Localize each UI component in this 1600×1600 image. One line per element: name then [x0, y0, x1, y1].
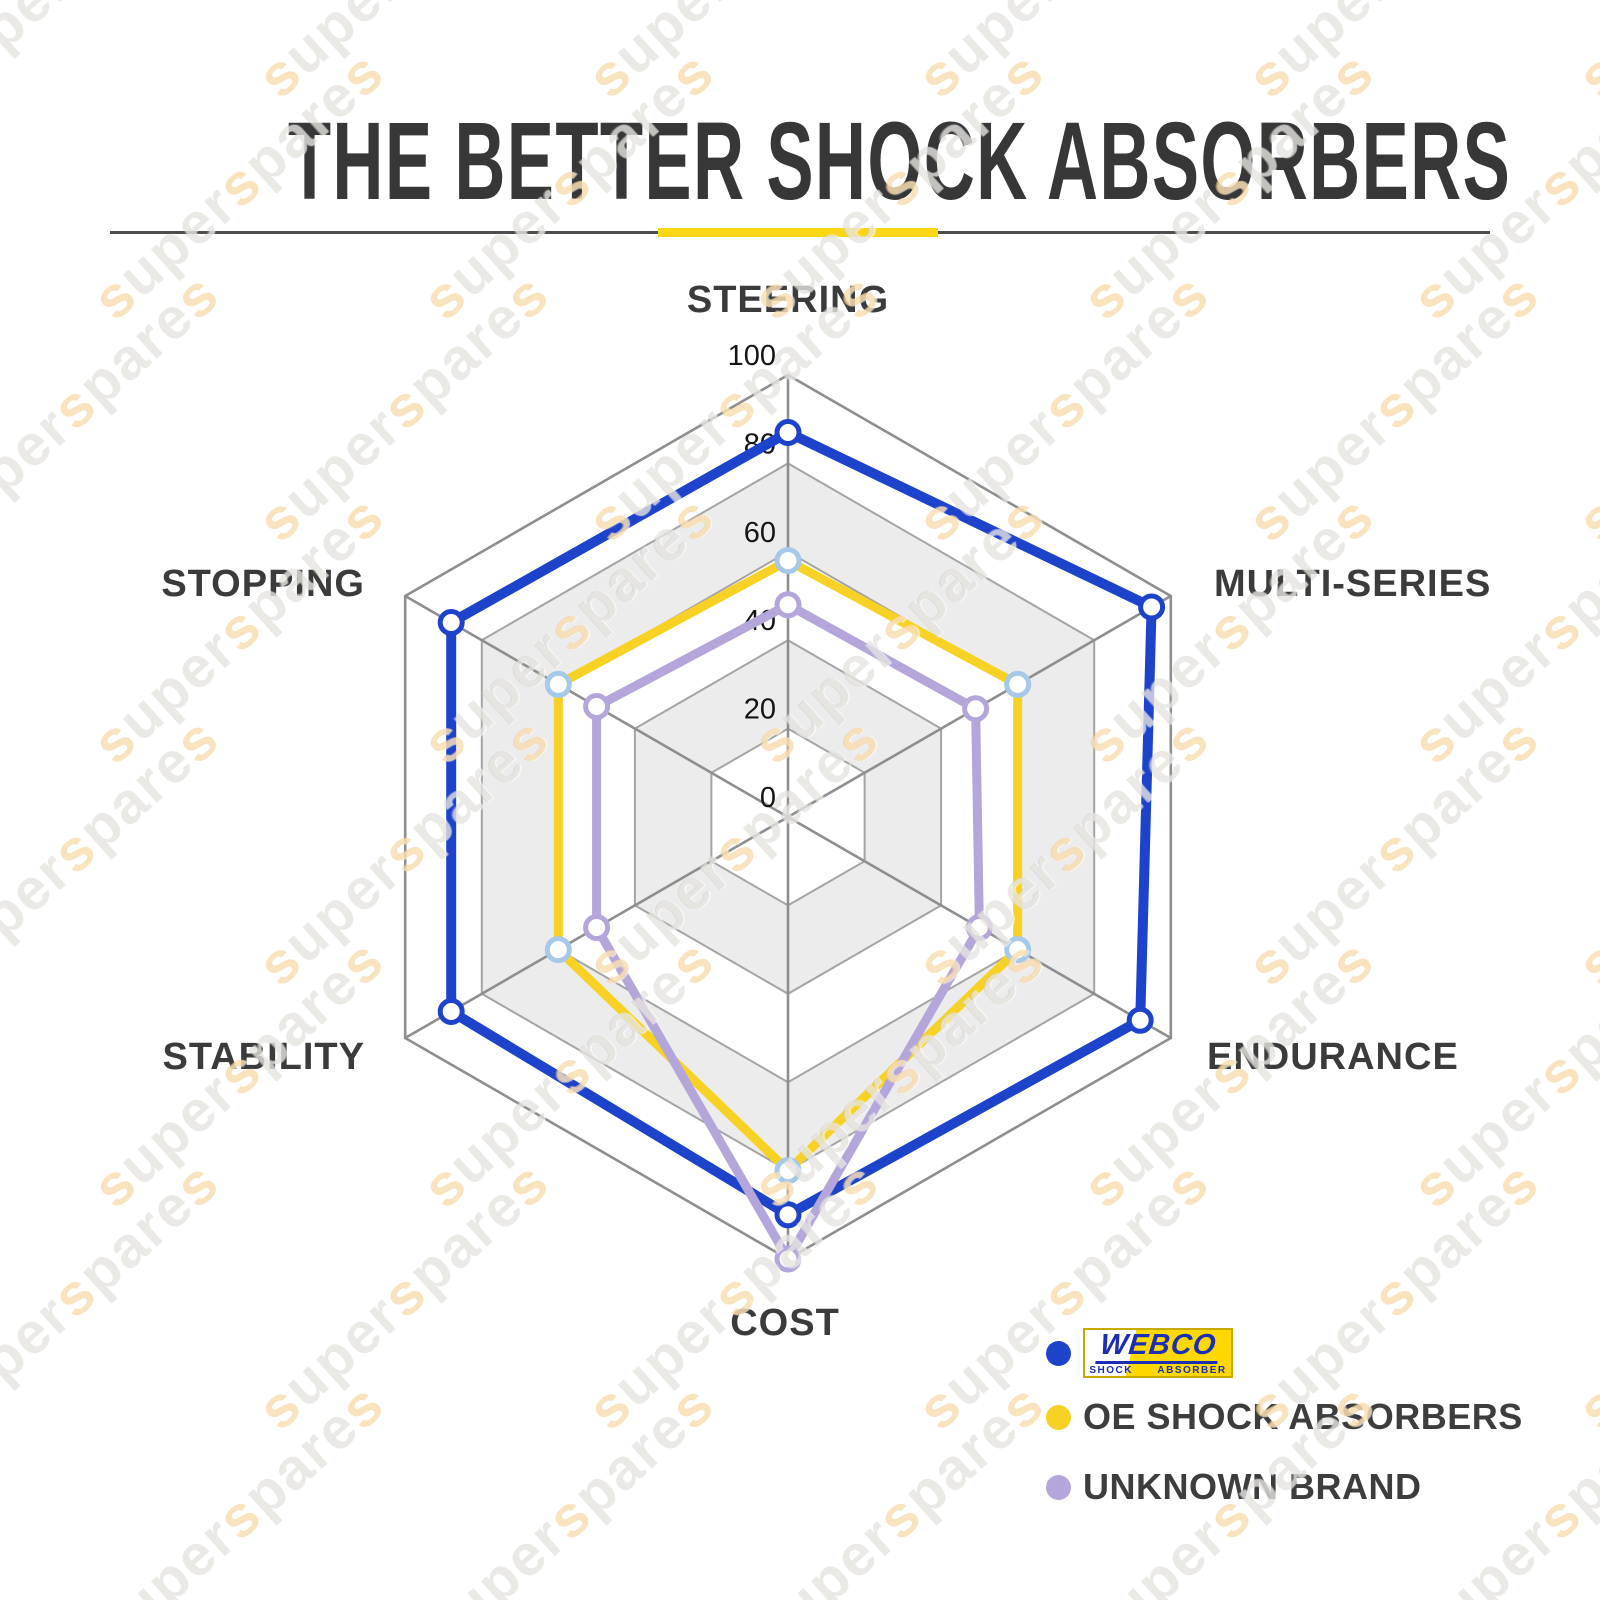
- radar-data-point: [962, 695, 990, 723]
- radar-data-point: [774, 419, 802, 446]
- title-divider-accent: [658, 228, 938, 237]
- webco-logo-sub-right: ABSORBER: [1157, 1364, 1227, 1376]
- axis-label-stopping: STOPPING: [161, 563, 365, 605]
- webco-logo-sub-left: SHOCK: [1089, 1364, 1133, 1376]
- radar-data-point: [1004, 670, 1032, 698]
- radar-data-point: [774, 547, 802, 575]
- page-title: THE BETTER SHOCK ABSORBERS: [0, 101, 1600, 224]
- radar-data-point: [965, 914, 993, 941]
- webco-logo-wordmark: WEBCO: [1095, 1329, 1221, 1364]
- radar-series-webco: [437, 419, 1166, 1229]
- radar-series-oe: [544, 547, 1032, 1185]
- radar-data-point: [774, 1157, 802, 1185]
- legend-item-webco: WEBCO SHOCK ABSORBER: [1046, 1328, 1523, 1378]
- radar-data-point: [437, 609, 465, 636]
- radar-data-point: [544, 670, 572, 698]
- axis-label-endurance: ENDURANCE: [1207, 1036, 1459, 1078]
- radar-data-point: [774, 1201, 802, 1229]
- legend-dot-oe: [1046, 1404, 1071, 1430]
- radar-data-point: [774, 591, 802, 619]
- legend-label-unknown: UNKNOWN BRAND: [1083, 1466, 1422, 1507]
- radar-data-point: [1138, 593, 1166, 621]
- radar-tick-label: 0: [760, 782, 776, 814]
- page-title-text: THE BETTER SHOCK ABSORBERS: [287, 100, 1512, 224]
- radar-axis-labels: STEERING MULTI-SERIES ENDURANCE COST STABILI…: [161, 279, 1491, 1344]
- radar-data-point: [1004, 936, 1032, 964]
- radar-series-unknown: [583, 591, 993, 1273]
- radar-data-point: [583, 914, 611, 941]
- legend-dot-webco: [1046, 1340, 1071, 1366]
- legend-label-oe: OE SHOCK ABSORBERS: [1083, 1396, 1523, 1437]
- legend: WEBCO SHOCK ABSORBER OE SHOCK ABSORBERS …: [1046, 1328, 1523, 1508]
- webco-logo-subtitle: SHOCK ABSORBER: [1089, 1364, 1227, 1376]
- legend-item-unknown: UNKNOWN BRAND: [1046, 1466, 1523, 1508]
- webco-logo: WEBCO SHOCK ABSORBER: [1083, 1328, 1233, 1378]
- legend-item-oe: OE SHOCK ABSORBERS: [1046, 1396, 1523, 1438]
- radar-tick-label: 20: [744, 694, 776, 726]
- radar-data-point: [1126, 1006, 1154, 1034]
- radar-tick-label: 60: [744, 517, 776, 549]
- radar-grid: [403, 373, 1173, 1261]
- axis-label-steering: STEERING: [687, 279, 889, 321]
- radar-tick-label: 100: [728, 340, 776, 372]
- legend-dot-unknown: [1046, 1474, 1071, 1500]
- radar-data-point: [583, 693, 611, 720]
- radar-data-point: [437, 998, 465, 1025]
- radar-data-point: [544, 936, 572, 964]
- axis-label-cost: COST: [730, 1302, 840, 1344]
- radar-data-point: [774, 1245, 802, 1273]
- axis-label-stability: STABILITY: [162, 1036, 365, 1078]
- axis-label-multi-series: MULTI-SERIES: [1214, 563, 1491, 605]
- title-divider: [110, 228, 1490, 237]
